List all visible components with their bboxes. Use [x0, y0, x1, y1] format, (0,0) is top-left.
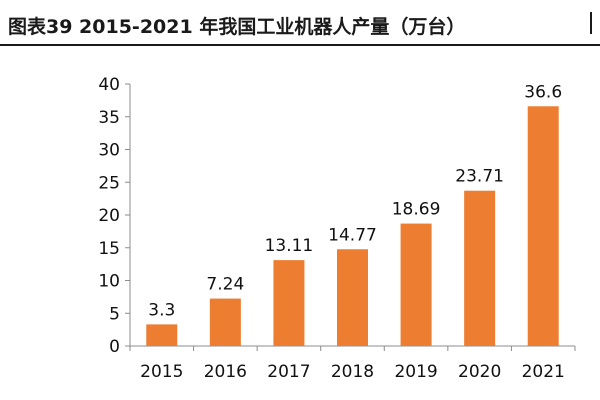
bar-2015: [146, 324, 178, 346]
data-label-2017: 13.11: [265, 236, 314, 256]
data-label-2020: 23.71: [455, 167, 504, 187]
data-label-2021: 36.6: [524, 82, 562, 102]
x-tick-label-2019: 2019: [394, 362, 437, 382]
y-tick-label: 5: [109, 304, 120, 324]
bar-2020: [464, 190, 496, 346]
x-tick-label-2021: 2021: [522, 362, 565, 382]
x-tick-label-2018: 2018: [331, 362, 374, 382]
figure-title: 图表39 2015-2021 年我国工业机器人产量（万台）: [8, 16, 466, 38]
bar-2019: [400, 223, 432, 346]
x-tick-label-2017: 2017: [267, 362, 310, 382]
y-tick-label: 25: [98, 173, 120, 193]
data-label-2018: 14.77: [328, 225, 377, 245]
x-tick-label-2020: 2020: [458, 362, 501, 382]
x-tick-label-2015: 2015: [140, 362, 183, 382]
bar-2017: [273, 260, 305, 346]
y-tick-label: 10: [98, 272, 120, 292]
y-tick-label: 30: [98, 141, 120, 161]
data-label-2016: 7.24: [206, 275, 244, 295]
bar-2016: [209, 298, 241, 346]
title-underline: [0, 44, 600, 46]
bar-2018: [337, 249, 368, 346]
title-end-bar: [590, 12, 592, 34]
bar-2021: [527, 106, 559, 347]
y-tick-label: 35: [98, 108, 120, 128]
y-tick-label: 40: [98, 75, 120, 95]
x-tick-label-2016: 2016: [204, 362, 247, 382]
y-tick-label: 20: [98, 206, 120, 226]
y-tick-label: 0: [109, 337, 120, 357]
figure-header: 图表39 2015-2021 年我国工业机器人产量（万台）: [0, 0, 600, 46]
y-tick-label: 15: [98, 239, 120, 259]
data-label-2019: 18.69: [392, 200, 441, 220]
data-label-2015: 3.3: [148, 300, 175, 320]
